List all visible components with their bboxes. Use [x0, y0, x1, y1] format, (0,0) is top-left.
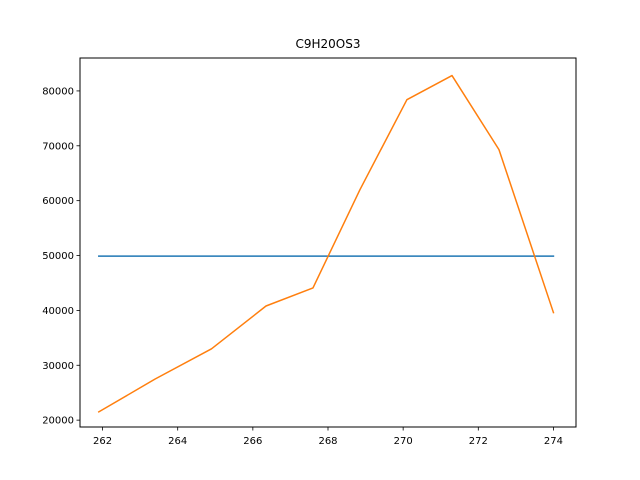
axes-frame: [79, 57, 577, 428]
x-tick-label: 268: [318, 436, 337, 447]
y-tick-label: 80000: [42, 86, 74, 97]
x-tick-label: 270: [394, 436, 413, 447]
y-tick-label: 30000: [42, 361, 74, 372]
x-tick-label: 272: [469, 436, 488, 447]
x-tick-label: 266: [243, 436, 262, 447]
x-tick-label: 262: [93, 436, 112, 447]
y-tick-label: 60000: [42, 196, 74, 207]
plot-area: [97, 74, 555, 413]
x-tick-label: 274: [544, 436, 563, 447]
series-line-signal: [97, 74, 555, 413]
chart-title: C9H20OS3: [295, 37, 360, 51]
y-tick-label: 70000: [42, 141, 74, 152]
x-axis: 262 264 266 268 270 272 274: [93, 427, 563, 447]
x-tick-label: 264: [168, 436, 187, 447]
y-tick-label: 50000: [42, 251, 74, 262]
y-axis: 20000 30000 40000 50000 60000 70000 80000: [42, 86, 80, 427]
y-tick-label: 20000: [42, 416, 74, 427]
y-tick-label: 40000: [42, 306, 74, 317]
